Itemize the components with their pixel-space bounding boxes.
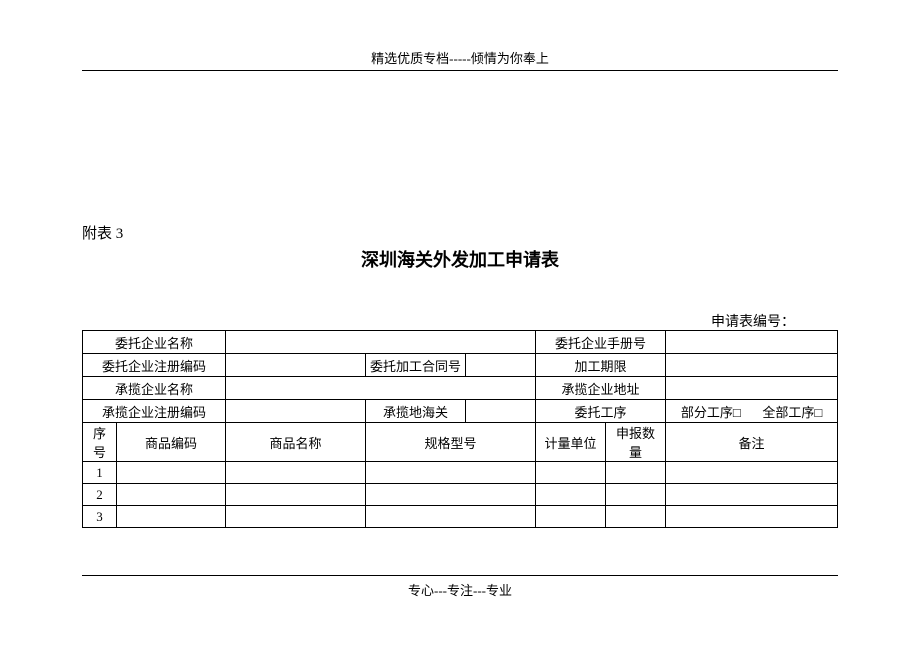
col-qty: 申报数量 — [606, 423, 666, 462]
value-contractor-addr — [666, 377, 838, 400]
col-remark: 备注 — [666, 423, 838, 462]
label-contractor-customs: 承揽地海关 — [366, 400, 466, 423]
value-entrust-manual — [666, 331, 838, 354]
page-title: 深圳海关外发加工申请表 — [0, 246, 920, 272]
application-table: 委托企业名称 委托企业手册号 委托企业注册编码 委托加工合同号 加工期限 承揽企… — [82, 330, 838, 528]
value-entrust-name — [226, 331, 536, 354]
col-seq: 序号 — [83, 423, 117, 462]
cell-product-code — [117, 506, 226, 528]
col-spec: 规格型号 — [366, 423, 536, 462]
value-contractor-name — [226, 377, 536, 400]
partial-process-option: 部分工序□ — [670, 402, 752, 421]
cell-unit — [536, 462, 606, 484]
table-row: 3 — [83, 506, 838, 528]
footer-text: 专心---专注---专业 — [82, 575, 838, 599]
cell-product-name — [226, 484, 366, 506]
label-contract-no: 委托加工合同号 — [366, 354, 466, 377]
cell-qty — [606, 506, 666, 528]
cell-product-code — [117, 462, 226, 484]
cell-product-name — [226, 462, 366, 484]
cell-qty — [606, 462, 666, 484]
cell-spec — [366, 506, 536, 528]
label-entrust-manual: 委托企业手册号 — [536, 331, 666, 354]
label-entrust-process: 委托工序 — [536, 400, 666, 423]
cell-seq: 2 — [83, 484, 117, 506]
col-product-name: 商品名称 — [226, 423, 366, 462]
cell-spec — [366, 484, 536, 506]
label-contractor-name: 承揽企业名称 — [83, 377, 226, 400]
col-product-code: 商品编码 — [117, 423, 226, 462]
value-contract-no — [466, 354, 536, 377]
cell-remark — [666, 484, 838, 506]
cell-unit — [536, 484, 606, 506]
cell-remark — [666, 462, 838, 484]
process-options: 部分工序□全部工序□ — [666, 400, 838, 423]
cell-unit — [536, 506, 606, 528]
label-contractor-reg-code: 承揽企业注册编码 — [83, 400, 226, 423]
cell-seq: 1 — [83, 462, 117, 484]
cell-qty — [606, 484, 666, 506]
label-entrust-reg-code: 委托企业注册编码 — [83, 354, 226, 377]
value-contractor-customs — [466, 400, 536, 423]
cell-seq: 3 — [83, 506, 117, 528]
col-unit: 计量单位 — [536, 423, 606, 462]
cell-product-name — [226, 506, 366, 528]
label-entrust-name: 委托企业名称 — [83, 331, 226, 354]
value-entrust-reg-code — [226, 354, 366, 377]
table-row: 1 — [83, 462, 838, 484]
value-process-period — [666, 354, 838, 377]
value-contractor-reg-code — [226, 400, 366, 423]
attachment-label: 附表 3 — [82, 222, 123, 243]
form-number-label: 申请表编号： — [711, 311, 795, 331]
label-contractor-addr: 承揽企业地址 — [536, 377, 666, 400]
cell-spec — [366, 462, 536, 484]
label-process-period: 加工期限 — [536, 354, 666, 377]
all-process-option: 全部工序□ — [752, 402, 834, 421]
cell-remark — [666, 506, 838, 528]
header-text: 精选优质专档-----倾情为你奉上 — [82, 48, 838, 71]
cell-product-code — [117, 484, 226, 506]
table-row: 2 — [83, 484, 838, 506]
